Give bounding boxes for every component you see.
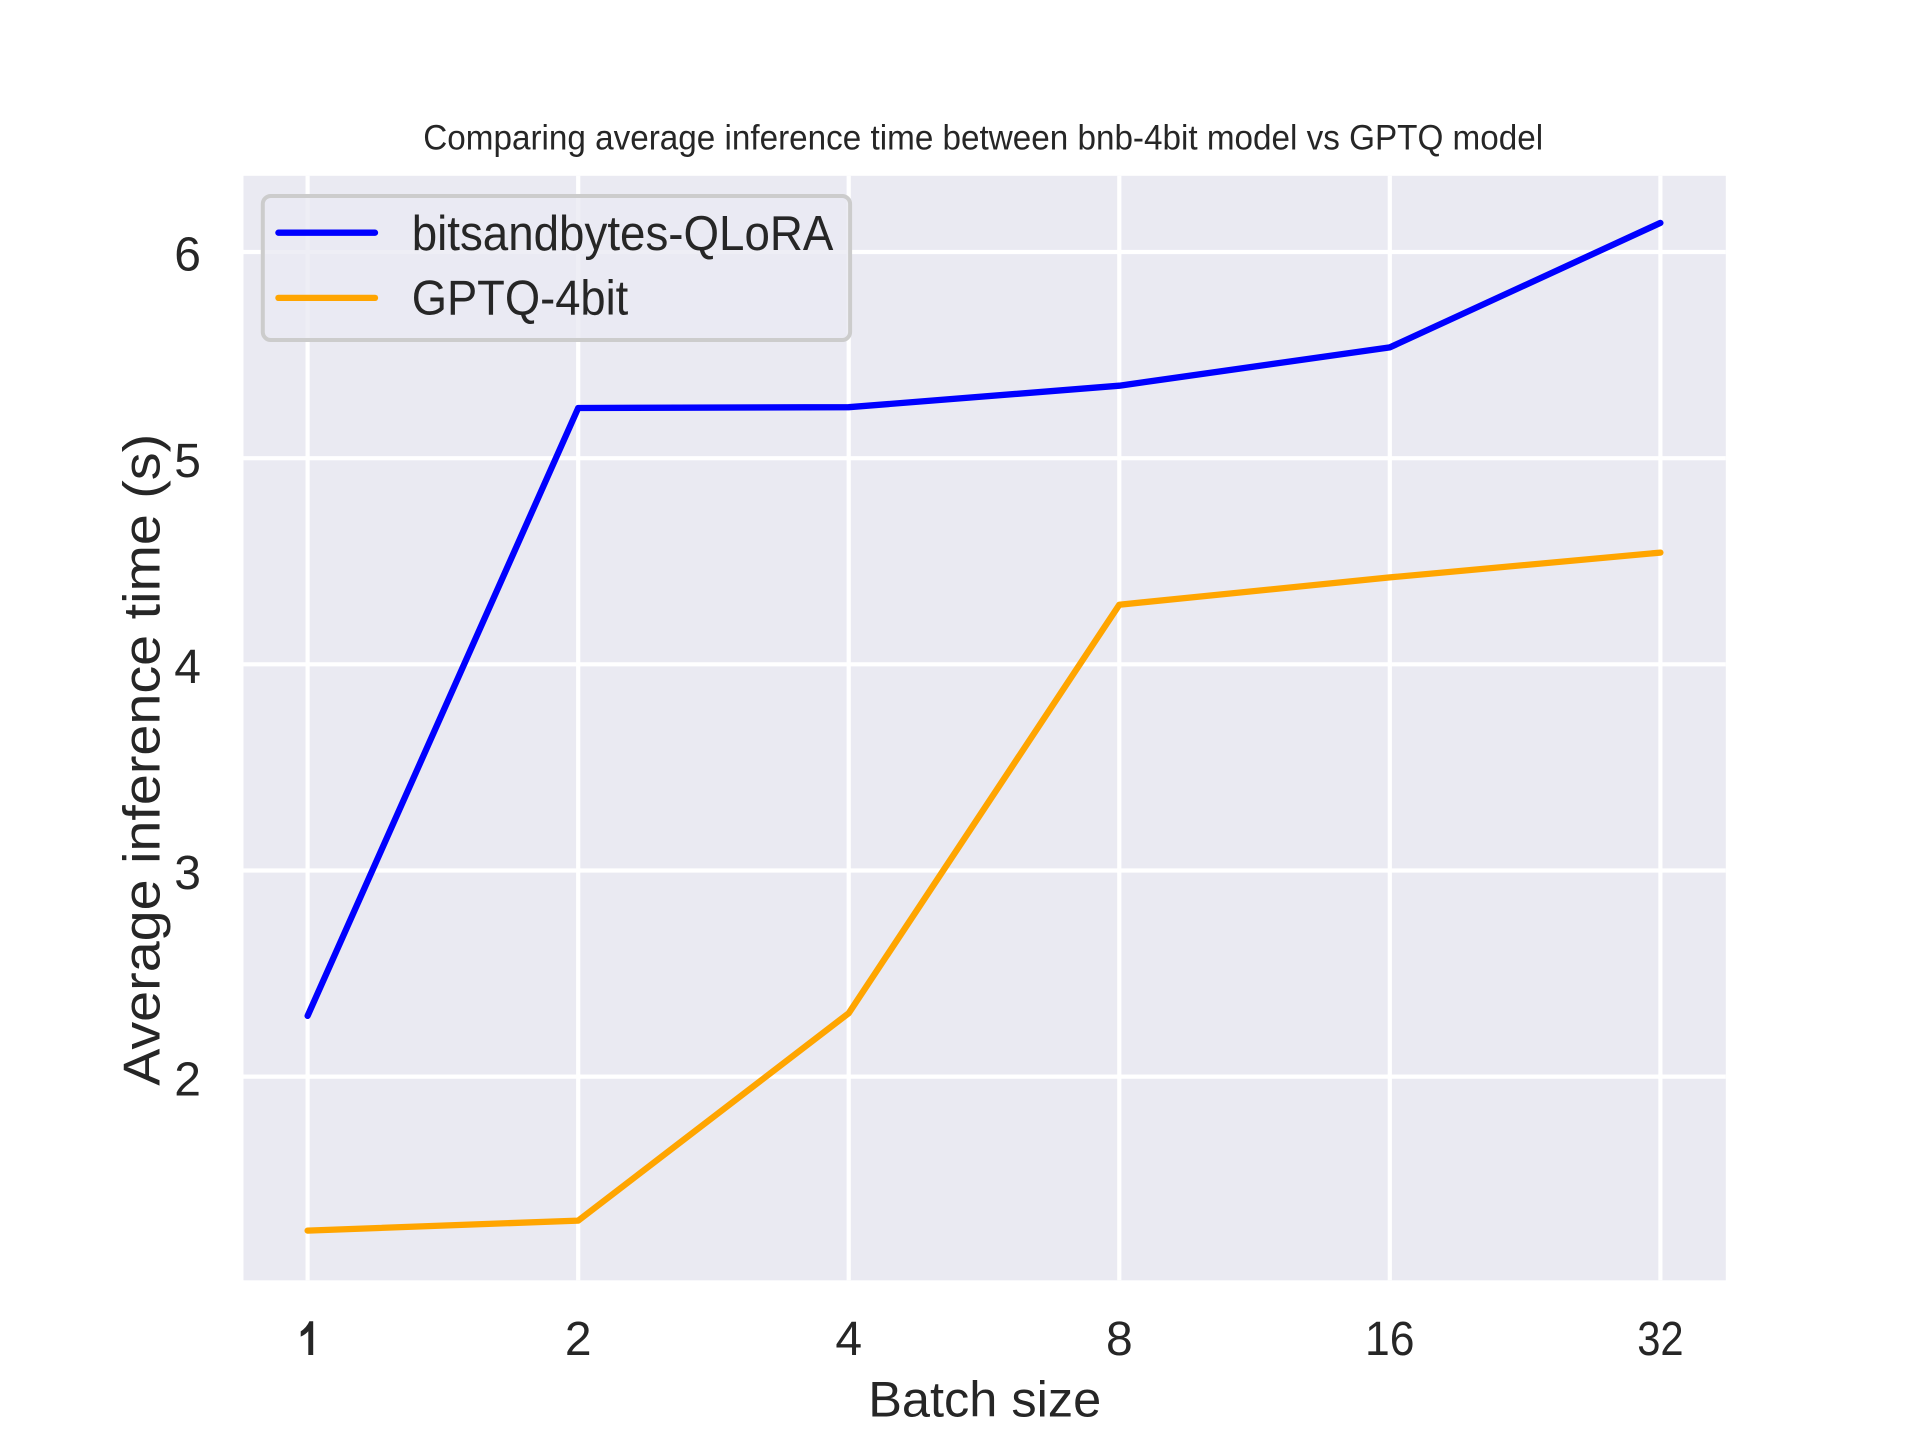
svg-text:2: 2: [565, 1313, 592, 1366]
svg-text:bitsandbytes-QLoRA: bitsandbytes-QLoRA: [412, 207, 834, 261]
svg-text:GPTQ-4bit: GPTQ-4bit: [412, 272, 629, 326]
svg-text:2: 2: [174, 1053, 201, 1106]
svg-text:4: 4: [174, 641, 201, 694]
svg-text:Average inference time (s): Average inference time (s): [113, 434, 171, 1086]
svg-text:8: 8: [1106, 1313, 1133, 1366]
svg-text:5: 5: [174, 435, 201, 488]
svg-text:4: 4: [835, 1313, 862, 1366]
svg-text:3: 3: [174, 847, 201, 900]
svg-text:Comparing average inference ti: Comparing average inference time between…: [423, 119, 1543, 158]
svg-text:32: 32: [1637, 1313, 1683, 1366]
svg-text:Batch size: Batch size: [868, 1370, 1101, 1427]
svg-text:6: 6: [174, 229, 201, 282]
svg-text:16: 16: [1365, 1313, 1415, 1366]
